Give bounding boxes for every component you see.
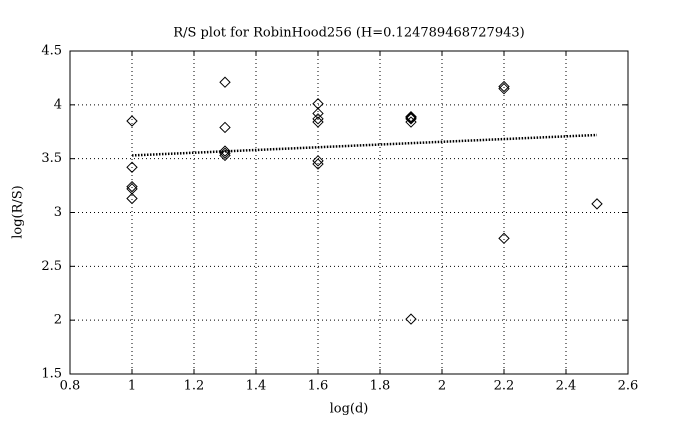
data-point bbox=[126, 115, 138, 127]
x-tick-label: 1.8 bbox=[370, 379, 391, 394]
x-tick-label: 1.2 bbox=[184, 379, 205, 394]
y-tick-label: 2.5 bbox=[41, 259, 62, 274]
data-point bbox=[498, 82, 510, 95]
x-axis-label: log(d) bbox=[330, 402, 369, 417]
data-point bbox=[219, 76, 231, 88]
data-point bbox=[126, 192, 138, 205]
y-axis-label: log(R/S) bbox=[11, 185, 26, 239]
data-point bbox=[498, 80, 510, 93]
data-point bbox=[219, 147, 231, 159]
data-point bbox=[405, 116, 417, 128]
y-tick-label: 4.5 bbox=[41, 44, 62, 59]
data-point bbox=[312, 155, 324, 167]
y-tick-label: 1.5 bbox=[41, 367, 62, 382]
data-point bbox=[312, 107, 324, 120]
x-tick-label: 0.8 bbox=[60, 379, 81, 394]
x-tick-label: 2.4 bbox=[556, 379, 577, 394]
data-point bbox=[591, 198, 603, 210]
data-point bbox=[498, 232, 510, 245]
data-point bbox=[312, 113, 324, 125]
data-point bbox=[126, 180, 138, 193]
data-point bbox=[312, 158, 324, 170]
data-point bbox=[219, 121, 231, 134]
y-tick-label: 2 bbox=[54, 313, 62, 328]
y-tick-label: 3.5 bbox=[41, 151, 62, 166]
x-tick-label: 2.2 bbox=[494, 379, 515, 394]
data-point bbox=[219, 145, 231, 157]
x-tick-label: 1.6 bbox=[308, 379, 329, 394]
x-tick-label: 2 bbox=[438, 379, 446, 394]
plot-frame bbox=[69, 50, 629, 375]
data-point bbox=[126, 161, 138, 173]
x-tick-label: 1 bbox=[128, 379, 136, 394]
data-point bbox=[405, 113, 417, 125]
data-point bbox=[219, 149, 231, 162]
x-tick-label: 2.6 bbox=[618, 379, 639, 394]
data-point bbox=[312, 116, 324, 128]
chart-title: R/S plot for RobinHood256 (H=0.124789468… bbox=[173, 26, 524, 41]
data-point bbox=[405, 112, 417, 124]
data-point bbox=[405, 313, 417, 325]
y-tick-label: 4 bbox=[54, 97, 62, 112]
data-point bbox=[405, 110, 417, 123]
x-tick-label: 1.4 bbox=[246, 379, 267, 394]
y-tick-label: 3 bbox=[54, 205, 62, 220]
fit-line bbox=[131, 133, 598, 157]
